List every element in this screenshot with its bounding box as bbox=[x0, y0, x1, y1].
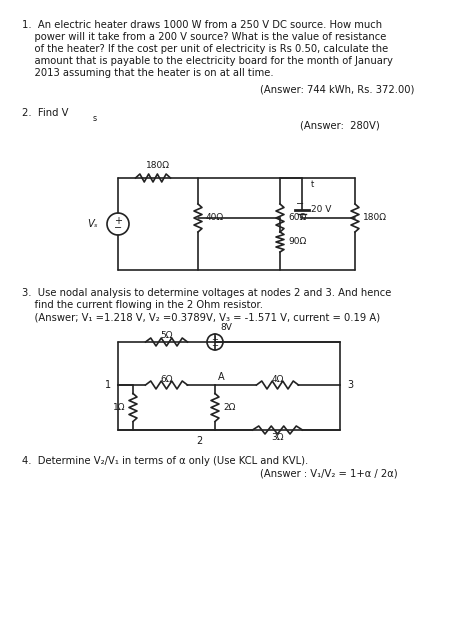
Text: 180Ω: 180Ω bbox=[146, 161, 170, 170]
Text: 1.  An electric heater draws 1000 W from a 250 V DC source. How much: 1. An electric heater draws 1000 W from … bbox=[22, 20, 382, 30]
Text: +: + bbox=[114, 216, 122, 226]
Text: 60Ω: 60Ω bbox=[288, 214, 306, 222]
Text: 4.  Determine V₂/V₁ in terms of α only (Use KCL and KVL).: 4. Determine V₂/V₁ in terms of α only (U… bbox=[22, 456, 308, 466]
Text: −: − bbox=[114, 223, 122, 233]
Text: 4Ω: 4Ω bbox=[271, 375, 283, 384]
Text: 180Ω: 180Ω bbox=[363, 214, 387, 222]
Text: (Answer: 744 kWh, Rs. 372.00): (Answer: 744 kWh, Rs. 372.00) bbox=[260, 84, 414, 94]
Text: of the heater? If the cost per unit of electricity is Rs 0.50, calculate the: of the heater? If the cost per unit of e… bbox=[22, 44, 388, 54]
Text: A: A bbox=[218, 372, 225, 382]
Text: 3.  Use nodal analysis to determine voltages at nodes 2 and 3. And hence: 3. Use nodal analysis to determine volta… bbox=[22, 288, 392, 298]
Text: Vₛ: Vₛ bbox=[88, 219, 98, 229]
Text: 2: 2 bbox=[197, 436, 203, 446]
Text: amount that is payable to the electricity board for the month of January: amount that is payable to the electricit… bbox=[22, 56, 393, 66]
Text: 8V: 8V bbox=[220, 323, 232, 332]
Text: 20 V: 20 V bbox=[311, 205, 331, 214]
Text: +: + bbox=[211, 334, 219, 344]
Text: (Answer : V₁/V₂ = 1+α / 2α): (Answer : V₁/V₂ = 1+α / 2α) bbox=[260, 469, 398, 479]
Text: 2Ω: 2Ω bbox=[223, 403, 236, 412]
Text: 90Ω: 90Ω bbox=[288, 238, 306, 246]
Text: 1: 1 bbox=[105, 380, 111, 390]
Text: −: − bbox=[211, 341, 219, 351]
Text: find the current flowing in the 2 Ohm resistor.: find the current flowing in the 2 Ohm re… bbox=[22, 300, 263, 310]
Text: (Answer; V₁ =1.218 V, V₂ =0.3789V, V₃ = -1.571 V, current = 0.19 A): (Answer; V₁ =1.218 V, V₂ =0.3789V, V₃ = … bbox=[22, 312, 380, 322]
Text: t: t bbox=[311, 180, 314, 189]
Text: power will it take from a 200 V source? What is the value of resistance: power will it take from a 200 V source? … bbox=[22, 32, 386, 42]
Text: 3: 3 bbox=[347, 380, 353, 390]
Text: 40Ω: 40Ω bbox=[206, 214, 224, 222]
Text: −: − bbox=[296, 199, 304, 209]
Text: 3Ω: 3Ω bbox=[271, 432, 284, 442]
Text: 1Ω: 1Ω bbox=[112, 403, 125, 412]
Text: (Answer:  280V): (Answer: 280V) bbox=[300, 121, 380, 131]
Text: 2013 assuming that the heater is on at all time.: 2013 assuming that the heater is on at a… bbox=[22, 68, 273, 78]
Text: s: s bbox=[93, 114, 97, 123]
Text: 5Ω: 5Ω bbox=[160, 332, 173, 341]
Text: 2.  Find V: 2. Find V bbox=[22, 108, 69, 118]
Text: 6Ω: 6Ω bbox=[160, 375, 173, 384]
